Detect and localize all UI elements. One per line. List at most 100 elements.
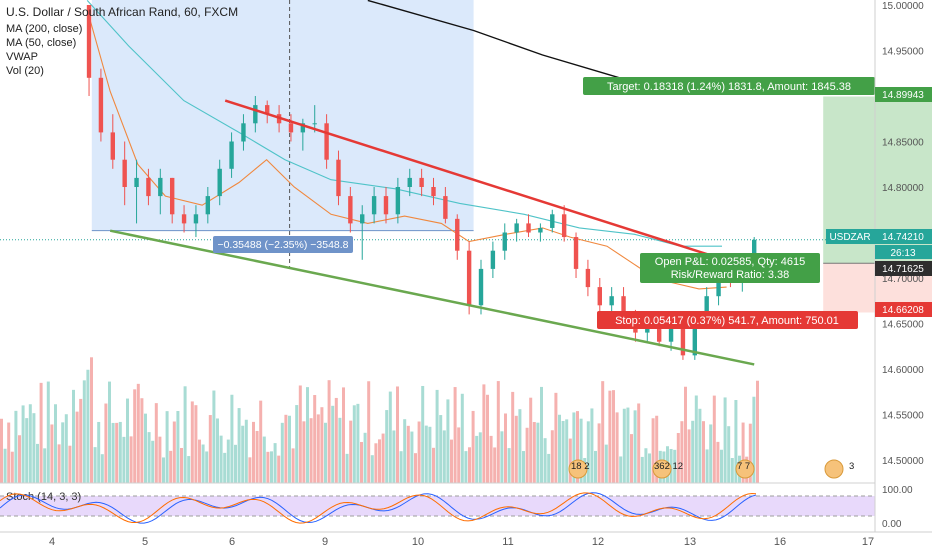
volume-bar (39, 382, 43, 483)
time-tick: 12 (592, 536, 604, 548)
event-marker-1[interactable]: 18 2 (568, 459, 590, 479)
volume-bar (277, 455, 281, 483)
badge-target-text: 14.89943 (882, 90, 924, 101)
range-measure-label: −0.35488 (−2.35%) −3548.8 (217, 239, 348, 251)
event-marker-3[interactable]: 7 7 (735, 459, 755, 479)
support-trendline (109, 229, 755, 366)
volume-bar (212, 390, 216, 483)
price-tick: 15.00000 (882, 1, 924, 12)
volume-bar (547, 453, 551, 483)
volume-bar (360, 441, 363, 483)
resistance-trendline (224, 99, 783, 280)
badge-stop-text: 14.66208 (882, 305, 924, 316)
range-measure[interactable]: −0.35488 (−2.35%) −3548.8 (213, 236, 353, 253)
price-tick: 14.70000 (882, 274, 924, 285)
volume-bar (705, 449, 709, 483)
stop-label[interactable]: Stop: 0.05417 (0.37%) 541.7, Amount: 750… (597, 311, 858, 329)
volume-bar (280, 422, 284, 483)
volume-bar (14, 410, 18, 483)
volume-bar (115, 422, 119, 483)
volume-bar (403, 419, 407, 483)
badge-entry: 14.71625 (875, 261, 932, 276)
volume-bar (453, 387, 457, 483)
candle-body (550, 214, 555, 228)
event-markers[interactable]: 18 2 362 12 7 7 3 (568, 459, 854, 479)
volume-bar (316, 414, 320, 483)
time-tick: 16 (774, 536, 786, 548)
volume-bar (378, 439, 381, 483)
target-label[interactable]: Target: 0.18318 (1.24%) 1831.8, Amount: … (583, 77, 875, 95)
volume-bar (169, 450, 173, 483)
time-axis[interactable]: 4 5 6 9 10 11 12 13 16 17 (0, 531, 932, 548)
volume-bar (579, 418, 583, 483)
time-tick: 13 (684, 536, 696, 548)
volume-bar (709, 424, 713, 483)
volume-bar (216, 418, 219, 483)
volume-bar (345, 453, 349, 483)
volume-bar (676, 433, 680, 483)
volume-bar (244, 419, 248, 483)
volume-bar (626, 407, 630, 483)
volume-bar (450, 439, 453, 483)
volume-bar (234, 444, 237, 483)
stochastic-pane[interactable]: Stoch (14, 3, 3) (0, 482, 875, 524)
volume-bar (525, 427, 529, 483)
candle-body (478, 268, 484, 306)
volume-bar (111, 422, 115, 483)
volume-bar (302, 421, 306, 483)
event-marker-2[interactable]: 362 12 (652, 459, 683, 479)
volume-bar (486, 394, 489, 483)
volume-bar (349, 420, 353, 483)
event-marker-4[interactable]: 3 (824, 459, 854, 479)
candle-body (348, 196, 353, 224)
volume-bar (543, 438, 547, 483)
volume-bar (648, 453, 651, 483)
open-pnl-label[interactable]: Open P&L: 0.02585, Qty: 4615 Risk/Reward… (640, 253, 820, 283)
volume-bar (162, 457, 165, 483)
volume-bar (100, 454, 104, 483)
volume-bar (97, 421, 101, 483)
risk-reward-text: Risk/Reward Ratio: 3.38 (671, 269, 790, 281)
volume-bar (514, 415, 518, 483)
symbol-title: U.S. Dollar / South African Rand, 60, FX… (6, 5, 238, 19)
volume-bar (630, 434, 633, 483)
stoch-title: Stoch (14, 3, 3) (6, 491, 81, 503)
volume-bar (57, 444, 61, 483)
volume-bar (194, 405, 198, 483)
volume-bar (500, 431, 504, 483)
volume-bar (165, 411, 169, 483)
price-tick: 14.65000 (882, 320, 924, 331)
candle-body (98, 77, 104, 133)
candle-body (526, 223, 531, 233)
candle-body (86, 5, 92, 78)
volume-bar (75, 411, 79, 483)
volume-bar (594, 450, 597, 483)
legend-volume: Vol (20) (6, 65, 44, 77)
candle-body (383, 196, 389, 215)
time-tick: 6 (229, 536, 235, 548)
volume-bar (82, 380, 86, 483)
candle-body (110, 132, 115, 160)
volume-bar (126, 398, 129, 483)
volume-bar (187, 456, 191, 483)
event-count-2: 362 12 (654, 461, 683, 472)
volume-bar (637, 403, 641, 483)
candle-body (704, 296, 709, 319)
candle-body (265, 105, 270, 115)
open-pnl-text: Open P&L: 0.02585, Qty: 4615 (655, 256, 805, 268)
candle-body (573, 237, 579, 269)
indicator-line (367, 0, 626, 81)
volume-bar (28, 404, 32, 483)
volume-bar (140, 398, 144, 483)
volume-bar (655, 415, 659, 483)
volume-bar (295, 405, 299, 483)
time-tick: 4 (49, 536, 55, 548)
volume-bar (680, 421, 684, 483)
candle-body (621, 296, 626, 324)
price-tick: 14.55000 (882, 411, 924, 422)
volume-bar (61, 422, 65, 483)
volume-bar (720, 449, 723, 483)
volume-bar (435, 389, 439, 483)
stoch-tick-0: 0.00 (882, 519, 902, 530)
